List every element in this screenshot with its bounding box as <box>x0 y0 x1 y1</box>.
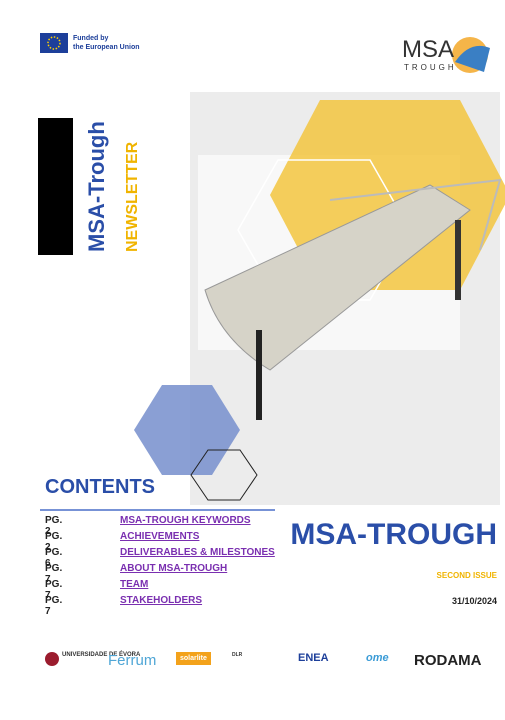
cover-title: MSA-TROUGH <box>290 518 497 551</box>
logo-main: MSA <box>402 36 455 63</box>
side-subtitle: NEWSLETTER <box>124 141 141 252</box>
issue: SECOND ISSUE <box>436 571 497 580</box>
partner-logo: ENEA <box>298 652 329 664</box>
funding: Funded by the European Union <box>73 34 140 52</box>
partner-logo: ome <box>366 652 389 664</box>
page-number: PG. 7 <box>45 595 63 617</box>
contents-link[interactable]: ACHIEVEMENTS <box>120 531 200 542</box>
partner-logo: UNIVERSIDADE DE ÉVORA <box>62 652 141 658</box>
funding-line: the European Union <box>73 44 140 51</box>
partner-logo: DLR <box>232 652 243 658</box>
contents-heading: CONTENTS <box>45 476 155 498</box>
page-number: PG. 7 <box>45 563 63 585</box>
partner-logo: solarlite <box>176 652 211 665</box>
side-title: MSA-Trough <box>84 121 109 252</box>
page-number: PG. 2 <box>45 515 63 537</box>
page-number: PG. 6 <box>45 547 63 569</box>
contents-link[interactable]: STAKEHOLDERS <box>120 595 203 606</box>
contents-link[interactable]: TEAM <box>120 579 149 590</box>
contents-link[interactable]: ABOUT MSA-TROUGH <box>120 563 228 574</box>
contents-link[interactable]: MSA-TROUGH KEYWORDS <box>120 515 251 526</box>
page-number: PG. 2 <box>45 531 63 553</box>
logo-sub: TROUGH <box>404 63 457 72</box>
partner-logo: RODAMA <box>414 652 482 669</box>
partner-logo: Ferrum <box>108 652 157 669</box>
contents-link[interactable]: DELIVERABLES & MILESTONES <box>120 547 275 558</box>
page-number: PG. 7 <box>45 579 63 601</box>
date: 31/10/2024 <box>451 596 497 606</box>
funding-line: Funded by <box>73 35 109 42</box>
